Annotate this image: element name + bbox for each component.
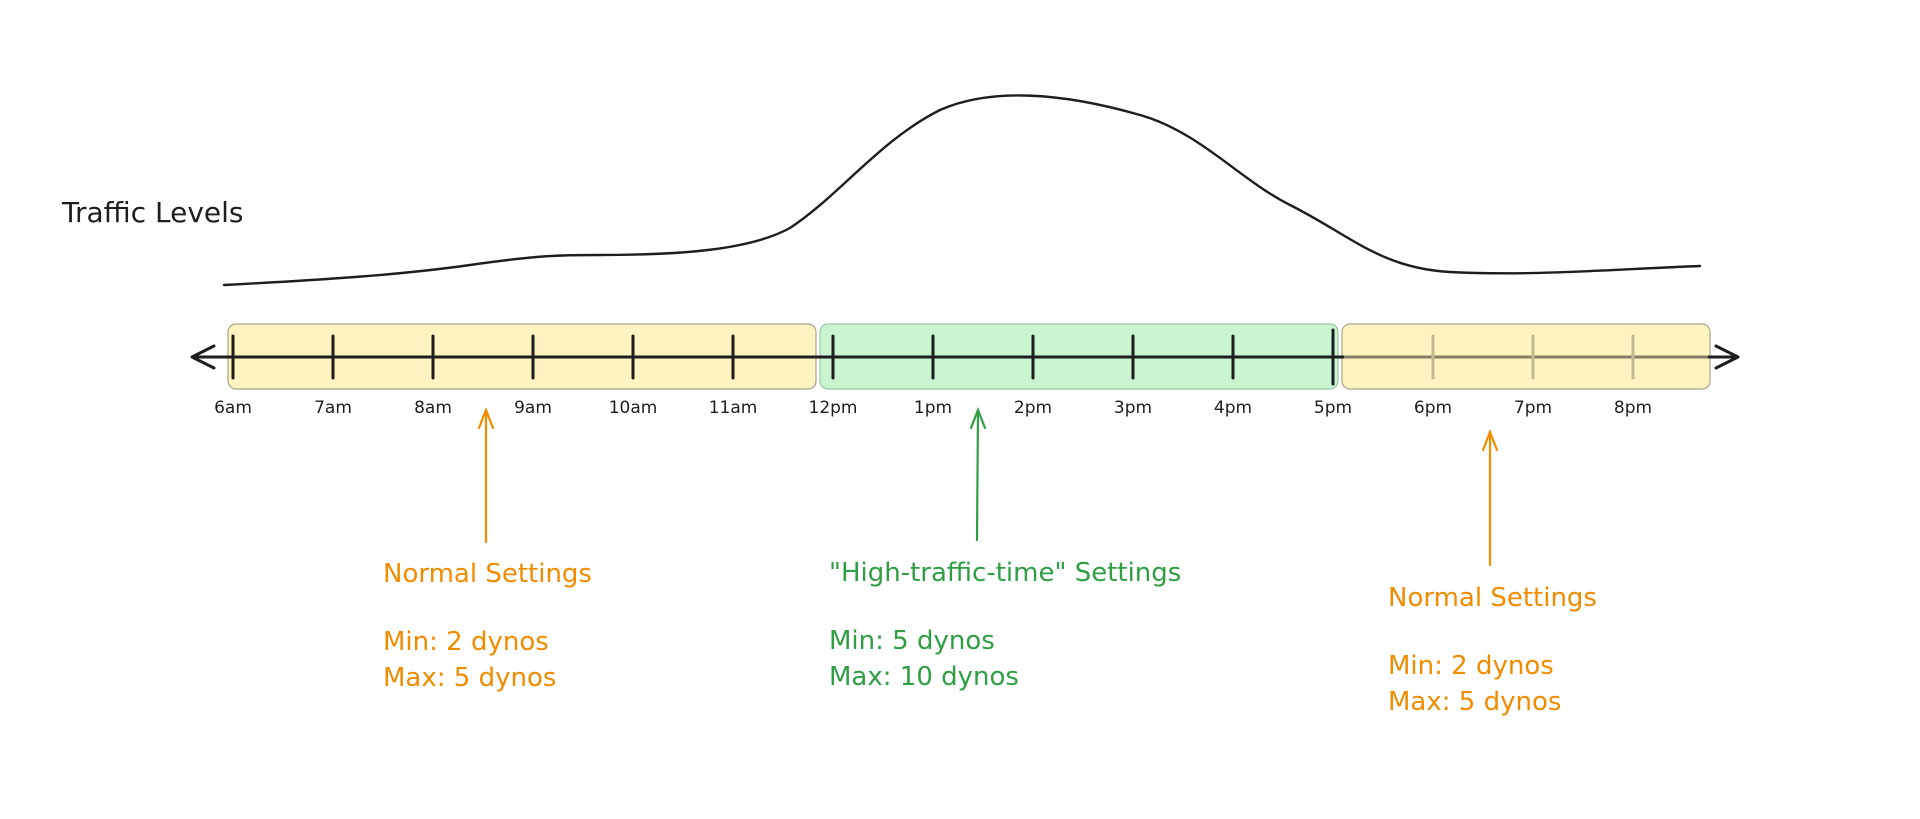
note-title: "High-traffic-time" Settings	[829, 558, 1182, 588]
timeline-arrow-left	[190, 344, 216, 370]
note-normal-morning: Normal Settings Min: 2 dynos Max: 5 dyno…	[383, 556, 592, 696]
note-title: Normal Settings	[383, 559, 592, 589]
timeline-arrow-right	[1714, 344, 1740, 370]
timeline-tick-label: 6am	[214, 398, 252, 418]
timeline-tick-label: 6pm	[1413, 398, 1453, 418]
timeline-tick-label: 8am	[414, 398, 452, 418]
timeline-ticks	[231, 328, 1635, 386]
evening-fade	[1344, 326, 1708, 387]
timeline-tick-label: 5pm	[1313, 398, 1353, 418]
chart-title: Traffic Levels	[62, 196, 244, 229]
note-min: Min: 2 dynos	[383, 627, 549, 657]
note-max: Max: 5 dynos	[383, 663, 557, 693]
timeline-tick-label: 12pm	[808, 398, 858, 418]
timeline-tick-label: 10am	[608, 398, 658, 418]
arrow-normal-evening	[1481, 428, 1499, 567]
timeline-tick-label: 11am	[708, 398, 758, 418]
note-max: Max: 5 dynos	[1388, 687, 1562, 717]
arrow-normal-morning	[477, 406, 495, 544]
note-normal-evening: Normal Settings Min: 2 dynos Max: 5 dyno…	[1388, 580, 1597, 720]
timeline-tick-label: 2pm	[1013, 398, 1053, 418]
timeline-tick-label: 3pm	[1113, 398, 1153, 418]
timeline-tick-label: 1pm	[913, 398, 953, 418]
timeline-tick-label: 4pm	[1213, 398, 1253, 418]
timeline-tick-label: 7am	[314, 398, 352, 418]
note-max: Max: 10 dynos	[829, 662, 1019, 692]
traffic-curve	[222, 94, 1702, 287]
note-min: Min: 5 dynos	[829, 626, 995, 656]
timeline-tick-label: 8pm	[1613, 398, 1653, 418]
note-title: Normal Settings	[1388, 583, 1597, 613]
timeline-tick-label: 7pm	[1513, 398, 1553, 418]
note-min: Min: 2 dynos	[1388, 651, 1554, 681]
timeline-tick-label: 9am	[514, 398, 552, 418]
arrow-high-traffic	[969, 406, 987, 542]
note-high-traffic: "High-traffic-time" Settings Min: 5 dyno…	[829, 555, 1181, 695]
